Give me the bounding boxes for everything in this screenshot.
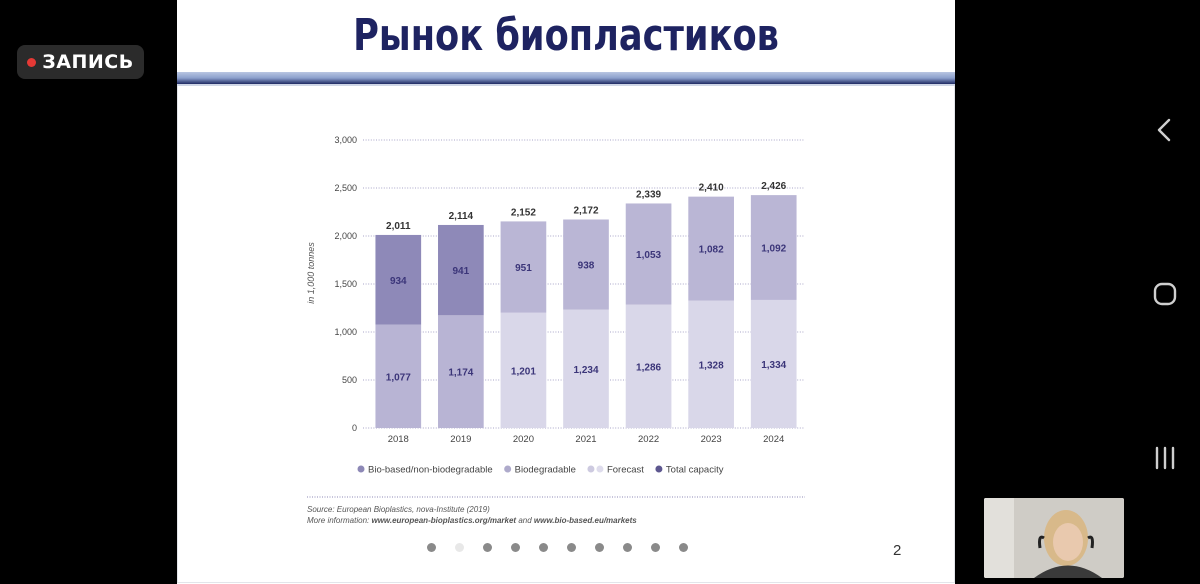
legend-swatch bbox=[596, 465, 604, 473]
legend-swatch bbox=[587, 465, 595, 473]
home-icon[interactable] bbox=[1148, 277, 1182, 311]
value-label-bio-based: 1,234 bbox=[573, 365, 598, 376]
recording-label: ЗАПИСЬ bbox=[42, 51, 134, 73]
more-info-and: and bbox=[516, 516, 534, 525]
bar-bio-based-2018 bbox=[375, 324, 422, 428]
legend-label: Forecast bbox=[607, 465, 644, 476]
total-label: 2,339 bbox=[636, 189, 661, 200]
more-info-link-1[interactable]: www.european-bioplastics.org/market bbox=[371, 516, 516, 525]
value-label-biodegradable: 938 bbox=[578, 261, 595, 272]
value-label-biodegradable: 1,092 bbox=[761, 244, 786, 255]
total-label: 2,114 bbox=[449, 211, 474, 222]
total-label: 2,172 bbox=[573, 205, 598, 216]
bar-bio-based-2024 bbox=[750, 299, 797, 428]
value-label-bio-based: 1,077 bbox=[386, 372, 411, 383]
legend-swatch bbox=[357, 465, 365, 473]
pager-dot[interactable] bbox=[623, 543, 632, 552]
value-label-biodegradable: 1,053 bbox=[636, 250, 661, 261]
x-tick-label: 2024 bbox=[763, 434, 784, 445]
pager-dot[interactable] bbox=[651, 543, 660, 552]
value-label-biodegradable: 941 bbox=[453, 266, 470, 277]
slide-title: Рынок биопластиков bbox=[353, 10, 779, 61]
x-tick-label: 2019 bbox=[450, 434, 471, 445]
x-tick-label: 2018 bbox=[388, 434, 409, 445]
value-label-biodegradable: 951 bbox=[515, 263, 532, 274]
total-label: 2,410 bbox=[699, 183, 724, 194]
page-number: 2 bbox=[893, 542, 902, 559]
legend: Bio-based/non-biodegradable Biodegradable… bbox=[357, 465, 724, 476]
pager-dot[interactable] bbox=[455, 543, 464, 552]
total-label: 2,011 bbox=[386, 221, 411, 232]
legend-swatch bbox=[655, 465, 663, 473]
total-label: 2,426 bbox=[761, 181, 786, 192]
presentation-slide: Рынок биопластиков 0 500 1,000 1,500 2,000 2,… bbox=[177, 0, 955, 584]
slide-pager bbox=[427, 543, 688, 552]
title-band-shadow bbox=[177, 84, 955, 86]
pager-dot[interactable] bbox=[427, 543, 436, 552]
value-label-bio-based: 1,328 bbox=[699, 360, 724, 371]
value-label-bio-based: 1,201 bbox=[511, 366, 536, 377]
value-label-bio-based: 1,286 bbox=[636, 362, 661, 373]
bar-biodegradable-2021 bbox=[563, 219, 609, 310]
pager-dot[interactable] bbox=[511, 543, 520, 552]
x-tick-label: 2023 bbox=[701, 434, 722, 445]
content-frame bbox=[177, 86, 955, 583]
more-info-prefix: More information: bbox=[307, 516, 371, 525]
title-band bbox=[177, 72, 955, 84]
legend-label: Bio-based/non-biodegradable bbox=[368, 465, 493, 476]
y-tick-label: 2,000 bbox=[334, 231, 357, 241]
total-label: 2,152 bbox=[511, 207, 536, 218]
x-tick-label: 2020 bbox=[513, 434, 534, 445]
pager-dot[interactable] bbox=[595, 543, 604, 552]
value-label-biodegradable: 1,082 bbox=[699, 245, 724, 256]
source-line: Source: European Bioplastics, nova-Insti… bbox=[307, 505, 490, 514]
y-axis-label: in 1,000 tonnes bbox=[306, 242, 316, 304]
value-label-bio-based: 1,174 bbox=[448, 368, 473, 379]
recording-indicator[interactable]: ЗАПИСЬ bbox=[17, 45, 144, 79]
labels-layer: 0 500 1,000 1,500 2,000 2,500 3,000 1,077 934 2,0… bbox=[334, 135, 786, 445]
bar-bio-based-2023 bbox=[688, 300, 734, 428]
y-tick-label: 2,500 bbox=[334, 183, 357, 193]
value-label-biodegradable: 934 bbox=[390, 276, 407, 287]
legend-label: Total capacity bbox=[666, 465, 724, 476]
legend-swatch bbox=[504, 465, 512, 473]
bioplastics-chart: 0 500 1,000 1,500 2,000 2,500 3,000 1,077 934 2,0… bbox=[306, 135, 805, 525]
bar-biodegradable-2020 bbox=[500, 221, 547, 313]
bar-biodegradable-2022 bbox=[625, 203, 672, 305]
x-tick-label: 2022 bbox=[638, 434, 659, 445]
bar-bio-based-2021 bbox=[563, 309, 609, 428]
bar-biodegradable-2023 bbox=[688, 196, 734, 301]
x-tick-label: 2021 bbox=[575, 434, 596, 445]
y-tick-label: 1,500 bbox=[334, 279, 357, 289]
more-info-link-2[interactable]: www.bio-based.eu/markets bbox=[534, 516, 637, 525]
value-label-bio-based: 1,334 bbox=[761, 360, 786, 371]
pager-dot[interactable] bbox=[567, 543, 576, 552]
pager-dot[interactable] bbox=[679, 543, 688, 552]
bar-bio-based-2020 bbox=[500, 312, 547, 428]
record-dot-icon bbox=[27, 57, 37, 67]
pager-dot[interactable] bbox=[483, 543, 492, 552]
bar-biodegradable-2024 bbox=[750, 195, 797, 300]
system-nav-bar bbox=[1132, 0, 1200, 584]
presenter-thumbnail bbox=[984, 498, 1124, 578]
bar-bio-based-2019 bbox=[438, 315, 484, 428]
y-tick-label: 3,000 bbox=[334, 135, 357, 145]
more-info-line: More information: www.european-bioplasti… bbox=[307, 516, 637, 525]
bar-biodegradable-2018 bbox=[375, 234, 422, 325]
bar-biodegradable-2019 bbox=[438, 224, 484, 316]
bars-layer bbox=[375, 195, 797, 428]
y-tick-label: 500 bbox=[342, 375, 357, 385]
back-chevron-icon[interactable] bbox=[1148, 113, 1182, 147]
pager-dot[interactable] bbox=[539, 543, 548, 552]
bar-bio-based-2022 bbox=[625, 304, 672, 428]
y-tick-label: 0 bbox=[352, 423, 357, 433]
legend-label: Biodegradable bbox=[515, 465, 576, 476]
y-tick-label: 1,000 bbox=[334, 327, 357, 337]
webcam-video[interactable] bbox=[984, 498, 1124, 578]
recents-icon[interactable] bbox=[1148, 441, 1182, 475]
